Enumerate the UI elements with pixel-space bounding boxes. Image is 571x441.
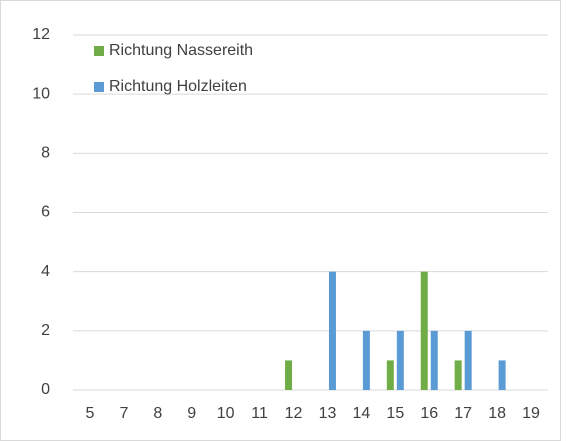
x-tick-label: 16 xyxy=(420,405,438,422)
legend-swatch xyxy=(94,82,104,92)
x-tick-label: 5 xyxy=(86,405,95,422)
x-tick-label: 18 xyxy=(488,405,506,422)
bar xyxy=(386,360,394,390)
x-tick-label: 14 xyxy=(352,405,370,422)
legend-label: Richtung Holzleiten xyxy=(109,78,247,95)
bar xyxy=(396,330,404,390)
x-tick-label: 12 xyxy=(285,405,303,422)
x-tick-label: 19 xyxy=(522,405,540,422)
x-tick-label: 10 xyxy=(217,405,235,422)
x-tick-label: 15 xyxy=(386,405,404,422)
bar xyxy=(464,330,472,390)
y-tick-label: 2 xyxy=(41,322,50,339)
bar xyxy=(498,360,506,390)
y-tick-label: 12 xyxy=(32,26,50,43)
bar xyxy=(285,360,293,390)
y-tick-label: 10 xyxy=(32,85,50,102)
y-tick-label: 4 xyxy=(41,263,50,280)
bar xyxy=(328,271,336,390)
x-tick-label: 13 xyxy=(319,405,337,422)
x-tick-label: 11 xyxy=(251,405,268,422)
bar xyxy=(430,330,438,390)
x-tick-label: 9 xyxy=(187,405,196,422)
x-tick-label: 7 xyxy=(119,405,128,422)
x-tick-label: 17 xyxy=(454,405,472,422)
bar xyxy=(420,271,428,390)
legend-swatch xyxy=(94,46,104,56)
y-tick-label: 8 xyxy=(41,145,50,162)
y-tick-label: 0 xyxy=(41,381,50,398)
y-tick-label: 6 xyxy=(41,204,50,221)
bar xyxy=(454,360,462,390)
x-tick-label: 8 xyxy=(153,405,162,422)
legend-label: Richtung Nassereith xyxy=(109,42,253,59)
bar xyxy=(362,330,370,390)
